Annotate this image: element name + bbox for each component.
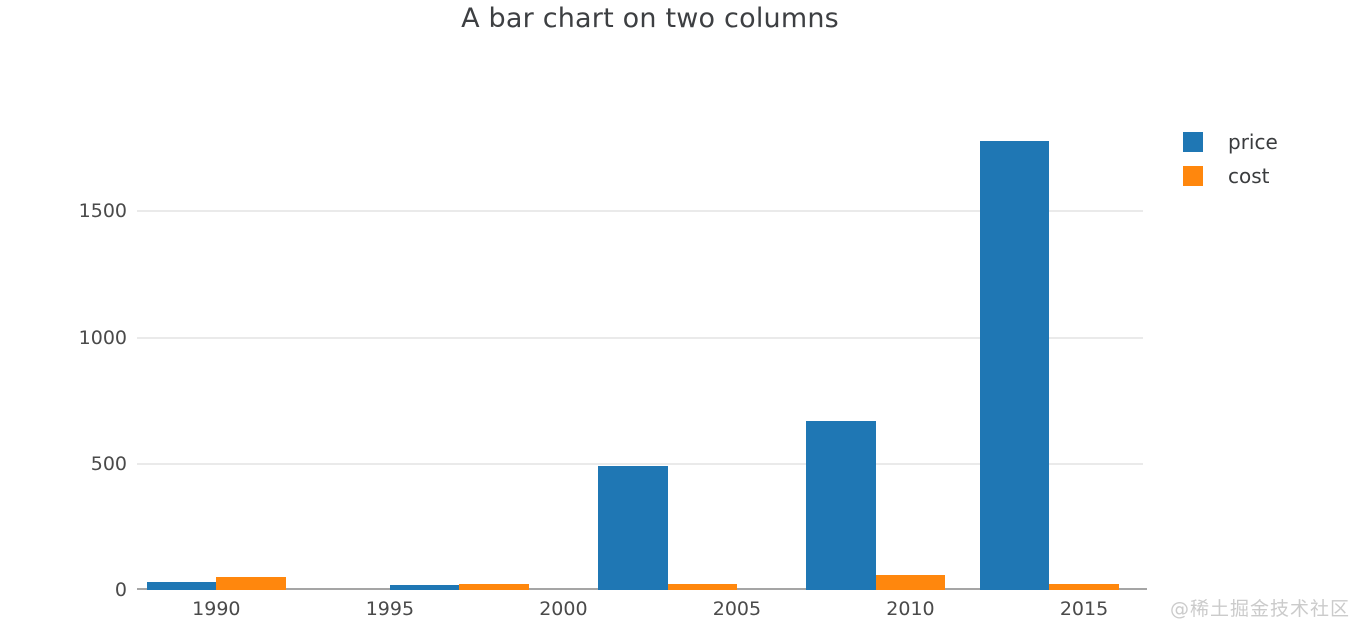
bar-cost-2014 bbox=[1049, 583, 1119, 590]
chart-title: A bar chart on two columns bbox=[461, 3, 839, 34]
legend-item-price[interactable]: price bbox=[1183, 132, 1278, 152]
y-tick-label-500: 500 bbox=[90, 452, 127, 475]
bar-price-2009 bbox=[806, 420, 876, 590]
legend: price cost bbox=[1183, 132, 1278, 200]
x-tick-label-2015: 2015 bbox=[1059, 598, 1109, 620]
gridline-500 bbox=[137, 462, 1143, 465]
legend-swatch-price bbox=[1183, 132, 1203, 152]
y-tick-label-1000: 1000 bbox=[78, 326, 127, 349]
bar-cost-2009 bbox=[875, 574, 946, 590]
watermark: @稀土掘金技术社区 bbox=[1169, 598, 1350, 620]
plot-area: 0 500 1000 1500 1990 1995 2000 2005 2010 2015 bbox=[79, 60, 1147, 620]
bar-price-1990 bbox=[146, 582, 217, 590]
x-tick-label-2010: 2010 bbox=[886, 598, 935, 620]
legend-item-cost[interactable]: cost bbox=[1183, 166, 1278, 186]
bar-cost-2003 bbox=[667, 583, 737, 590]
x-tick-label-1990: 1990 bbox=[192, 598, 241, 620]
bar-price-1997 bbox=[389, 584, 460, 590]
x-tick-label-1995: 1995 bbox=[365, 598, 415, 620]
y-tick-label-1500: 1500 bbox=[78, 200, 127, 223]
bar-price-2014 bbox=[979, 140, 1050, 590]
bar-cost-1990 bbox=[216, 577, 286, 590]
y-tick-label-0: 0 bbox=[114, 579, 127, 601]
bar-price-2003 bbox=[598, 466, 668, 590]
legend-label-cost: cost bbox=[1228, 164, 1270, 188]
legend-label-price: price bbox=[1228, 130, 1278, 154]
x-tick-label-2005: 2005 bbox=[712, 598, 762, 620]
x-tick-label-2000: 2000 bbox=[539, 598, 588, 620]
bar-cost-1997 bbox=[459, 583, 529, 590]
legend-swatch-cost bbox=[1183, 166, 1203, 186]
gridline-1000 bbox=[137, 336, 1143, 339]
gridline-1500 bbox=[137, 210, 1143, 213]
